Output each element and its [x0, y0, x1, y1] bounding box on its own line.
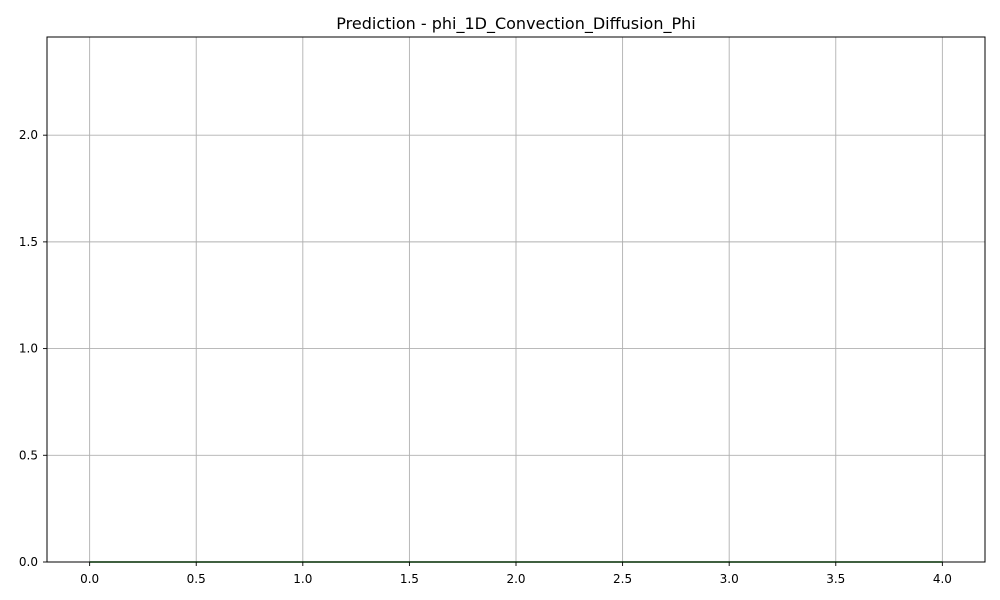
y-tick-label: 1.5 — [19, 235, 38, 249]
x-tick-label: 1.5 — [400, 572, 419, 586]
y-tick-label: 0.5 — [19, 448, 38, 462]
y-tick-label: 0.0 — [19, 555, 38, 569]
x-tick-label: 3.0 — [720, 572, 739, 586]
y-tick-label: 1.0 — [19, 342, 38, 356]
tick-layer: 0.0 0.5 1.0 1.5 2.0 2.5 3.0 3.5 4.0 0.0 0.5 1.0 1.5 2… — [19, 128, 952, 586]
x-tick-label: 0.5 — [187, 572, 206, 586]
x-tick-label: 4.0 — [933, 572, 952, 586]
grid-layer — [47, 37, 985, 563]
x-tick-label: 2.5 — [613, 572, 632, 586]
x-tick-label: 0.0 — [80, 572, 99, 586]
x-tick-label: 3.5 — [826, 572, 845, 586]
x-tick-label: 2.0 — [506, 572, 525, 586]
y-tick-label: 2.0 — [19, 128, 38, 142]
x-tick-label: 1.0 — [293, 572, 312, 586]
chart-title: Prediction - phi_1D_Convection_Diffusion… — [336, 14, 695, 34]
